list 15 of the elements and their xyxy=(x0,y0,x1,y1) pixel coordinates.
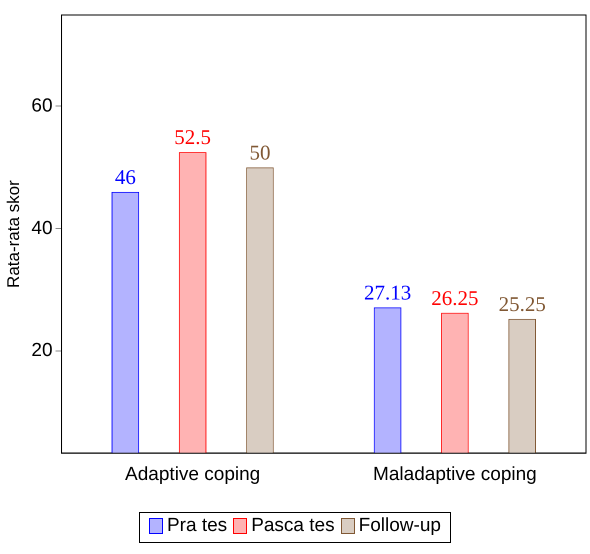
data-label: 52.5 xyxy=(174,125,212,150)
data-label: 46 xyxy=(114,164,136,189)
data-label: 25.25 xyxy=(498,292,546,316)
y-tick-label: 20 xyxy=(31,340,53,362)
data-label: 50 xyxy=(249,140,270,164)
y-axis-title: Rata-rata skor xyxy=(4,180,23,288)
x-tick-label: Adaptive coping xyxy=(125,464,260,485)
y-tick-label: 60 xyxy=(31,95,53,116)
y-tick-label: 40 xyxy=(31,218,53,239)
legend-label: Follow-up xyxy=(358,515,441,537)
data-label: 26.25 xyxy=(431,286,479,310)
legend-label: Pasca tes xyxy=(251,515,335,537)
legend-label: Pra tes xyxy=(166,515,228,537)
x-tick-label: Maladaptive coping xyxy=(373,464,537,485)
data-label: 27.13 xyxy=(364,280,412,304)
